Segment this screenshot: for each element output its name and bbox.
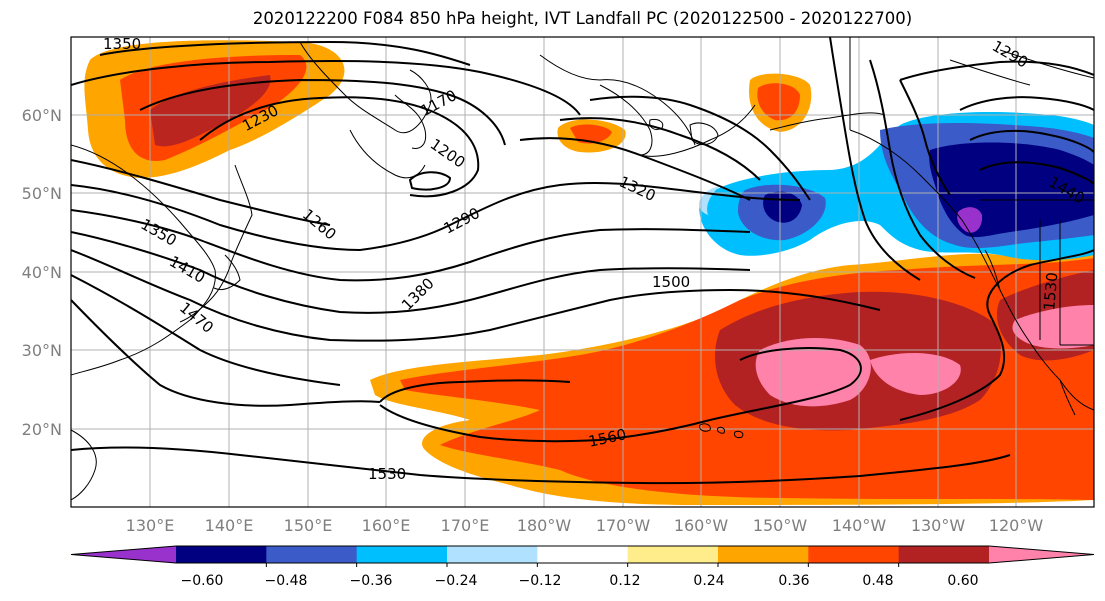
ivt-positive-shading <box>84 40 1094 505</box>
colorbar-segment <box>447 546 538 563</box>
colorbar-extend-low <box>71 546 176 563</box>
lon-label: 150°E <box>284 516 333 535</box>
colorbar-tick-label: −0.60 <box>181 573 224 589</box>
colorbar-tick-label: 0.24 <box>693 573 724 589</box>
colorbar-tick-label: −0.24 <box>435 573 478 589</box>
lat-label: 60°N <box>22 106 62 125</box>
longitude-labels: 130°E 140°E 150°E 160°E 170°E 180°W 170°… <box>126 516 1044 535</box>
colorbar-segment <box>898 546 990 563</box>
coastlines <box>71 37 1094 501</box>
colorbar-segment <box>718 546 809 563</box>
colorbar-segment <box>808 546 900 563</box>
colorbar-tick-label: 0.60 <box>947 573 978 589</box>
latitude-labels: 60°N 50°N 40°N 30°N 20°N <box>22 106 62 439</box>
lon-label: 120°W <box>989 516 1044 535</box>
colorbar-segment <box>537 546 629 563</box>
colorbar-segment <box>266 546 358 563</box>
map-title: 2020122200 F084 850 hPa height, IVT Land… <box>252 9 913 28</box>
lon-label: 160°E <box>362 516 411 535</box>
lon-label: 170°E <box>441 516 490 535</box>
lat-label: 50°N <box>22 184 62 203</box>
lon-label: 180°W <box>517 516 572 535</box>
colorbar-tick-label: −0.36 <box>350 573 393 589</box>
lon-label: 130°E <box>126 516 175 535</box>
colorbar-tick-label: 0.12 <box>609 573 640 589</box>
contour-label: 1530 <box>1040 272 1061 312</box>
colorbar-tick-label: −0.48 <box>265 573 308 589</box>
colorbar-tick-label: 0.48 <box>862 573 893 589</box>
map-plot-area: 1350 1230 1170 1200 1260 1290 1320 1380 … <box>71 35 1094 507</box>
colorbar-tick-label: −0.12 <box>519 573 562 589</box>
lon-label: 150°W <box>753 516 808 535</box>
colorbar <box>70 545 1095 567</box>
colorbar-outline <box>70 545 1095 564</box>
colorbar-tick-label: 0.36 <box>778 573 809 589</box>
height-contours <box>71 37 1094 485</box>
lat-label: 20°N <box>22 420 62 439</box>
lon-label: 160°W <box>674 516 729 535</box>
lat-label: 40°N <box>22 263 62 282</box>
lat-label: 30°N <box>22 341 62 360</box>
colorbar-segment <box>627 546 719 563</box>
contour-label: 1530 <box>368 465 406 483</box>
lon-label: 130°W <box>911 516 966 535</box>
colorbar-segment <box>176 546 267 563</box>
contour-label: 1350 <box>103 35 141 53</box>
colorbar-segment <box>356 546 448 563</box>
lon-label: 140°W <box>832 516 887 535</box>
contour-label: 1500 <box>652 273 690 291</box>
lon-label: 170°W <box>596 516 651 535</box>
map-frame <box>70 36 1095 508</box>
colorbar-tick-labels: −0.60 −0.48 −0.36 −0.24 −0.12 0.12 0.24 … <box>181 573 979 589</box>
colorbar-extend-high <box>989 546 1094 563</box>
lon-label: 140°E <box>205 516 254 535</box>
